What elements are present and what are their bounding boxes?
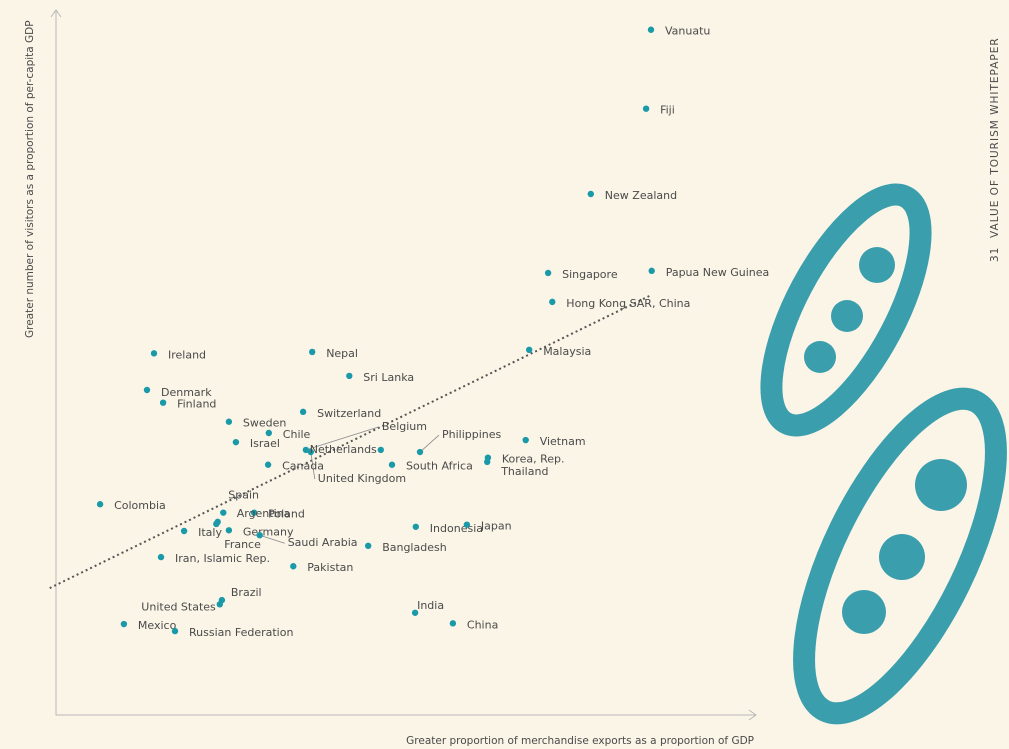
point — [144, 387, 150, 393]
point — [346, 373, 352, 379]
point — [450, 620, 456, 626]
point — [549, 299, 555, 305]
point — [588, 191, 594, 197]
point-label: Sri Lanka — [363, 371, 414, 384]
point-label: Colombia — [114, 499, 166, 512]
point-label: New Zealand — [605, 189, 677, 202]
point-label: Brazil — [231, 586, 262, 599]
point-label: Philippines — [442, 428, 502, 441]
point — [217, 601, 223, 607]
point-label: Canada — [282, 460, 324, 473]
point — [464, 521, 470, 527]
seed — [915, 459, 967, 511]
point — [648, 27, 654, 33]
point-label: Saudi Arabia — [288, 536, 358, 549]
point-label: Vanuatu — [665, 25, 710, 38]
point — [220, 509, 226, 515]
point — [121, 621, 127, 627]
point-label: Germany — [243, 525, 294, 538]
point-label: Israel — [250, 437, 280, 450]
point — [300, 409, 306, 415]
point — [257, 532, 263, 538]
point — [526, 347, 532, 353]
point-label: Papua New Guinea — [666, 266, 770, 279]
point — [484, 459, 490, 465]
point — [97, 501, 103, 507]
point-label: Netherlands — [310, 443, 377, 456]
point — [226, 527, 232, 533]
point — [309, 349, 315, 355]
point-label: China — [467, 618, 498, 631]
point — [378, 447, 384, 453]
point — [649, 268, 655, 274]
point-label: Hong Kong SAR, China — [566, 297, 690, 310]
point-label: India — [417, 599, 444, 612]
seed — [804, 341, 836, 373]
point — [266, 430, 272, 436]
point-label: Sweden — [243, 417, 286, 430]
point — [290, 563, 296, 569]
point-label: Russian Federation — [189, 626, 293, 639]
point-label: Malaysia — [543, 345, 591, 358]
point — [417, 449, 423, 455]
seed — [842, 590, 886, 634]
point-label: Finland — [177, 398, 216, 411]
point — [545, 270, 551, 276]
point-label: Fiji — [660, 104, 675, 117]
point — [365, 543, 371, 549]
seed — [879, 534, 925, 580]
point-label: Vietnam — [540, 435, 586, 448]
page-title: VALUE OF TOURISM WHITEPAPER — [989, 37, 1001, 238]
point-label: Japan — [480, 520, 512, 533]
point-label: Belgium — [382, 420, 427, 433]
point-label: South Africa — [406, 460, 473, 473]
point-label: Spain — [228, 489, 259, 502]
point — [181, 528, 187, 534]
point-label: Nepal — [326, 347, 358, 360]
point-label: Italy — [198, 526, 222, 539]
point — [389, 462, 395, 468]
axes — [51, 10, 756, 720]
point-label: Thailand — [500, 465, 548, 478]
point-label: Bangladesh — [382, 541, 447, 554]
leader-line — [420, 435, 439, 452]
point — [151, 350, 157, 356]
seed — [859, 247, 895, 283]
point — [523, 437, 529, 443]
point-label: United Kingdom — [318, 472, 406, 485]
y-axis-label: Greater number of visitors as a proporti… — [24, 20, 36, 338]
point — [226, 419, 232, 425]
point — [265, 462, 271, 468]
seed — [831, 300, 863, 332]
point-label: Argentina — [237, 507, 291, 520]
point-label: Indonesia — [430, 522, 483, 535]
point — [643, 106, 649, 112]
point-label: Korea, Rep. — [502, 453, 565, 466]
point — [158, 554, 164, 560]
point-label: Iran, Islamic Rep. — [175, 552, 270, 565]
point-label: Chile — [283, 428, 311, 441]
point — [172, 628, 178, 634]
x-axis-label: Greater proportion of merchandise export… — [406, 735, 754, 747]
point-label: Mexico — [138, 619, 177, 632]
point-label: United States — [141, 600, 216, 613]
point-label: Switzerland — [317, 407, 381, 420]
decoration — [742, 174, 1009, 740]
point — [160, 399, 166, 405]
point-label: Singapore — [562, 268, 618, 281]
point-label: France — [224, 538, 261, 551]
page: 31 VALUE OF TOURISM WHITEPAPER Greater n… — [0, 0, 1009, 749]
point-label: Pakistan — [307, 561, 353, 574]
page-number: 31 — [989, 247, 1001, 262]
point — [413, 524, 419, 530]
point-label: Ireland — [168, 348, 206, 361]
point — [233, 439, 239, 445]
